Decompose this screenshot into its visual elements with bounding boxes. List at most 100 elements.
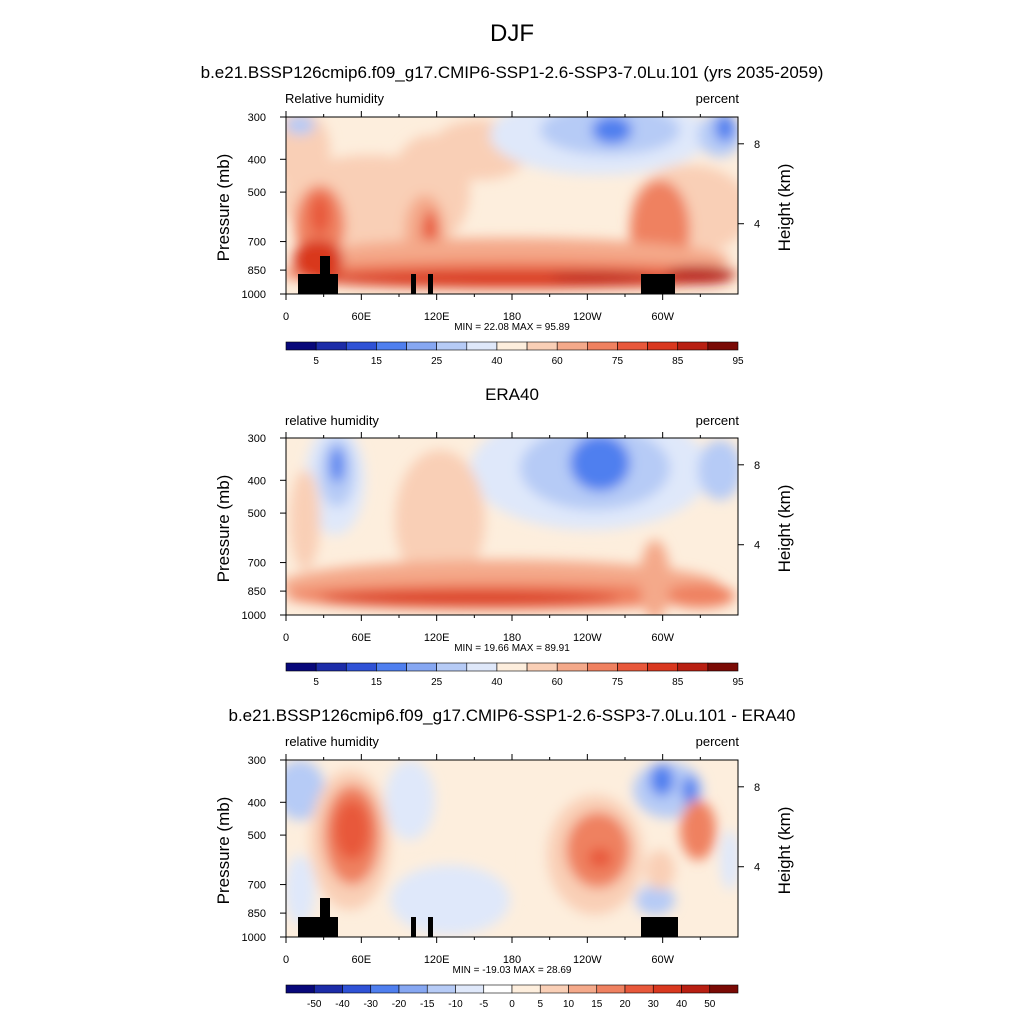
colorbar-box bbox=[617, 662, 648, 672]
colorbar-label: 85 bbox=[672, 677, 684, 688]
colorbar-box bbox=[315, 662, 347, 672]
panel-1-colorbar: 5 15 25 40 60 75 85 95 bbox=[285, 341, 744, 367]
colorbar-label: -10 bbox=[448, 999, 463, 1010]
colorbar-box bbox=[436, 662, 468, 672]
colorbar-box bbox=[647, 662, 679, 672]
y-tick-label: 1000 bbox=[242, 610, 266, 622]
y-tick-label: 300 bbox=[248, 112, 266, 124]
y2-tick-label: 4 bbox=[754, 862, 760, 874]
colorbar-label: 50 bbox=[704, 999, 716, 1010]
y2-tick-label: 8 bbox=[754, 460, 760, 472]
colorbar-box bbox=[587, 662, 618, 672]
colorbar-label: 40 bbox=[676, 999, 688, 1010]
colorbar-box bbox=[426, 984, 456, 994]
colorbar-box bbox=[511, 984, 541, 994]
colorbar-label: 75 bbox=[612, 677, 624, 688]
colorbar-label: 60 bbox=[552, 356, 564, 367]
colorbar-box bbox=[652, 984, 682, 994]
colorbar-box bbox=[315, 341, 347, 351]
colorbar-label: 10 bbox=[563, 999, 575, 1010]
x-tick-label: 180 bbox=[503, 954, 521, 966]
colorbar-label: 85 bbox=[672, 356, 684, 367]
colorbar-box bbox=[496, 662, 528, 672]
y-tick-label: 850 bbox=[248, 265, 266, 277]
colorbar-box bbox=[466, 662, 498, 672]
colorbar-label: -5 bbox=[479, 999, 488, 1010]
x-tick-label: 0 bbox=[283, 632, 289, 644]
colorbar-label: -15 bbox=[420, 999, 435, 1010]
colorbar-box bbox=[285, 984, 315, 994]
colorbar-box bbox=[285, 341, 317, 351]
x-tick-label: 0 bbox=[283, 954, 289, 966]
colorbar-box bbox=[707, 662, 739, 672]
colorbar-label: -20 bbox=[392, 999, 407, 1010]
colorbar-box bbox=[345, 341, 377, 351]
colorbar-box bbox=[406, 341, 437, 351]
x-tick-label: 60E bbox=[352, 311, 372, 323]
colorbar-box bbox=[677, 341, 709, 351]
colorbar-box bbox=[406, 662, 437, 672]
panel-3-title: b.e21.BSSP126cmip6.f09_g17.CMIP6-SSP1-2.… bbox=[228, 706, 796, 725]
y-tick-label: 400 bbox=[248, 797, 266, 809]
colorbar-box bbox=[624, 984, 654, 994]
colorbar-label: 40 bbox=[491, 356, 503, 367]
panel-3-axes: 0 60E 120E 180 120W 60W300400500700850100084P… bbox=[214, 754, 794, 1010]
panel-1-title: b.e21.BSSP126cmip6.f09_g17.CMIP6-SSP1-2.… bbox=[200, 63, 824, 82]
colorbar-box bbox=[587, 341, 618, 351]
colorbar-label: 15 bbox=[371, 356, 383, 367]
panel-3-minmax: MIN = -19.03 MAX = 28.69 bbox=[452, 965, 572, 976]
panel-2-minmax: MIN = 19.66 MAX = 89.91 bbox=[454, 643, 570, 654]
panel-1-field bbox=[286, 117, 738, 294]
panel-2-axes: 0 60E 120E 180 120W 60W 300 400 500 700 850 1000 8 4 P… bbox=[214, 432, 794, 688]
colorbar-box bbox=[345, 662, 377, 672]
x-tick-label: 120W bbox=[573, 954, 602, 966]
colorbar-box bbox=[677, 662, 709, 672]
colorbar-box bbox=[342, 984, 372, 994]
colorbar-label: 15 bbox=[371, 677, 383, 688]
y2-axis-label: Height (km) bbox=[775, 164, 794, 252]
x-tick-label: 120E bbox=[424, 311, 450, 323]
colorbar-box bbox=[496, 341, 528, 351]
colorbar-label: 95 bbox=[732, 356, 744, 367]
panel-1-left-string: Relative humidity bbox=[285, 91, 384, 106]
panel-3-right-string: percent bbox=[695, 734, 739, 749]
colorbar-label: 5 bbox=[537, 999, 543, 1010]
colorbar-box bbox=[707, 341, 739, 351]
colorbar-label: 95 bbox=[732, 677, 744, 688]
y2-tick-label: 4 bbox=[754, 219, 760, 231]
y2-tick-label: 8 bbox=[754, 139, 760, 151]
colorbar-box bbox=[313, 984, 343, 994]
panel-2-right-string: percent bbox=[695, 413, 739, 428]
y-axis-label: Pressure (mb) bbox=[214, 797, 233, 905]
colorbar-label: 0 bbox=[509, 999, 515, 1010]
y-tick-label: 850 bbox=[248, 908, 266, 920]
x-tick-label: 180 bbox=[503, 632, 521, 644]
x-tick-label: 60W bbox=[651, 311, 674, 323]
x-tick-label: 120W bbox=[573, 311, 602, 323]
colorbar-box bbox=[436, 341, 468, 351]
x-tick-label: 60W bbox=[651, 632, 674, 644]
y-tick-label: 500 bbox=[248, 187, 266, 199]
y2-axis-label: Height (km) bbox=[775, 485, 794, 573]
panel-3-left-string: relative humidity bbox=[285, 734, 379, 749]
panel-3-colorbar: -50 -40 -30 -20 -15 -10 -5 0 5 10 15 20 30 40 50 bbox=[285, 984, 739, 1010]
panel-1-right-string: percent bbox=[695, 91, 739, 106]
x-tick-label: 0 bbox=[283, 311, 289, 323]
colorbar-box bbox=[285, 662, 317, 672]
colorbar-label: 30 bbox=[648, 999, 660, 1010]
colorbar-box bbox=[568, 984, 598, 994]
x-tick-label: 120E bbox=[424, 954, 450, 966]
y-tick-label: 700 bbox=[248, 237, 266, 249]
figure-title: DJF bbox=[490, 20, 534, 47]
panel-2-colorbar: 5 15 25 40 60 75 85 95 bbox=[285, 662, 744, 688]
colorbar-label: -40 bbox=[335, 999, 350, 1010]
colorbar-label: 25 bbox=[431, 677, 443, 688]
colorbar-label: 40 bbox=[491, 677, 503, 688]
colorbar-box bbox=[398, 984, 428, 994]
y-tick-label: 400 bbox=[248, 154, 266, 166]
colorbar-box bbox=[483, 984, 513, 994]
y-tick-label: 850 bbox=[248, 586, 266, 598]
colorbar-box bbox=[455, 984, 485, 994]
colorbar-label: 20 bbox=[619, 999, 631, 1010]
